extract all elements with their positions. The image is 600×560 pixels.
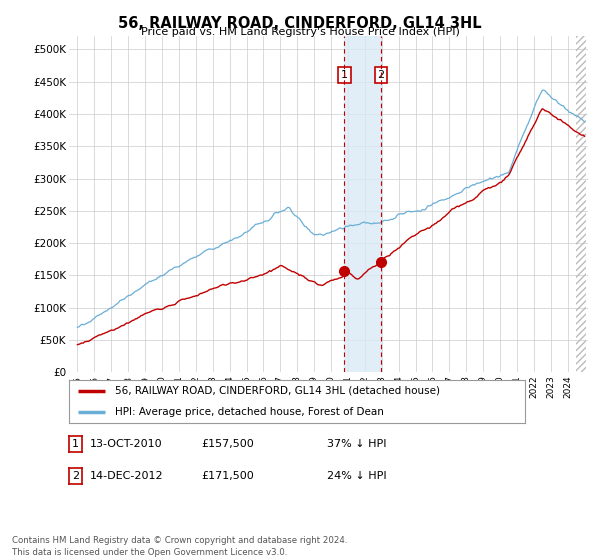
Text: 37% ↓ HPI: 37% ↓ HPI bbox=[327, 439, 386, 449]
Text: 24% ↓ HPI: 24% ↓ HPI bbox=[327, 471, 386, 481]
Text: HPI: Average price, detached house, Forest of Dean: HPI: Average price, detached house, Fore… bbox=[115, 408, 383, 417]
Text: Contains HM Land Registry data © Crown copyright and database right 2024.
This d: Contains HM Land Registry data © Crown c… bbox=[12, 536, 347, 557]
Bar bbox=[344, 36, 381, 372]
Text: 1: 1 bbox=[341, 70, 348, 80]
Text: 13-OCT-2010: 13-OCT-2010 bbox=[89, 439, 162, 449]
Text: 2: 2 bbox=[377, 70, 385, 80]
Text: Price paid vs. HM Land Registry's House Price Index (HPI): Price paid vs. HM Land Registry's House … bbox=[140, 27, 460, 37]
Text: 14-DEC-2012: 14-DEC-2012 bbox=[89, 471, 163, 481]
Text: £171,500: £171,500 bbox=[201, 471, 254, 481]
Text: 1: 1 bbox=[72, 439, 79, 449]
Text: 56, RAILWAY ROAD, CINDERFORD, GL14 3HL: 56, RAILWAY ROAD, CINDERFORD, GL14 3HL bbox=[118, 16, 482, 31]
Text: 2: 2 bbox=[72, 471, 79, 481]
Text: £157,500: £157,500 bbox=[201, 439, 254, 449]
Text: 56, RAILWAY ROAD, CINDERFORD, GL14 3HL (detached house): 56, RAILWAY ROAD, CINDERFORD, GL14 3HL (… bbox=[115, 386, 440, 396]
